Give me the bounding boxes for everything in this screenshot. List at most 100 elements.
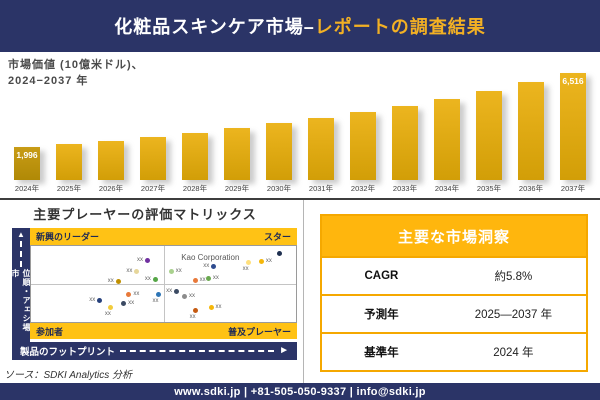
player-dot-label: xx bbox=[175, 267, 182, 274]
x-tick-label: 2028年 bbox=[182, 184, 208, 193]
player-dot: xx bbox=[190, 308, 198, 320]
player-dot-label: xx bbox=[203, 263, 210, 270]
player-dot: xx bbox=[182, 293, 195, 299]
player-dot-label: xx bbox=[128, 299, 135, 306]
bar-column: 2029年 bbox=[216, 52, 258, 198]
player-dot-label: xx bbox=[242, 265, 249, 272]
bar-2027年 bbox=[140, 137, 166, 180]
bar-column: 2033年 bbox=[384, 52, 426, 198]
bar-2037年: 6,516 bbox=[560, 73, 586, 180]
insight-row-label: CAGR bbox=[364, 270, 399, 282]
bar-chart-columns: 1,996 2024年 2025年 2026年 2027年 2028年 2029年 2030年… bbox=[6, 52, 594, 198]
player-dot: xx bbox=[121, 300, 134, 306]
bar-2025年 bbox=[56, 144, 82, 180]
y-axis-dashed-line bbox=[20, 241, 22, 267]
bar-column: 2036年 bbox=[510, 52, 552, 198]
insight-row-label: 基準年 bbox=[364, 347, 399, 359]
player-dot: xx bbox=[145, 276, 158, 283]
matrix-grid: 新興のリーダー スター xx xx xx xx xx xx Kao Corporation x… bbox=[30, 228, 297, 339]
insight-row-value: 2024 年 bbox=[493, 347, 534, 359]
x-tick-label: 2029年 bbox=[224, 184, 250, 193]
x-tick-label: 2026年 bbox=[98, 184, 124, 193]
chart-axis-label-line2: 2024−2037 年 bbox=[8, 74, 89, 87]
page-title-main: 化粧品スキンケア市場– bbox=[114, 17, 315, 37]
bar-2029年 bbox=[224, 128, 250, 180]
quadrant-label-emerging-leaders: 新興のリーダー bbox=[36, 232, 100, 242]
bar-2026年 bbox=[98, 141, 124, 180]
insight-row-value: 2025—2037 年 bbox=[474, 309, 553, 321]
player-dot-label: xx bbox=[199, 276, 206, 283]
player-dot: xx bbox=[126, 268, 140, 274]
y-axis-label: 位順・アェシ場市 bbox=[11, 269, 31, 332]
source-note: ソース：SDKI Analytics 分析 bbox=[4, 370, 133, 381]
player-dot: xx bbox=[126, 291, 139, 297]
chart-axis-label: 市場価値 (10億米ドル)、 2024−2037 年 bbox=[8, 58, 144, 90]
footer-bar: www.sdki.jp | +81-505-050-9337 | info@sd… bbox=[0, 383, 600, 400]
matrix-scatter-plot: xx xx xx xx xx xx Kao Corporation xx xx xx xx xx xx x… bbox=[30, 245, 297, 323]
market-insights-panel: 主要な市場洞察 CAGR 約5.8% 予測年 2025—2037 年基準年 2024 年 bbox=[304, 200, 600, 383]
player-dot-label: xx bbox=[144, 276, 151, 283]
player-dot: xx bbox=[89, 297, 103, 303]
bar-column: 1,996 2024年 bbox=[6, 52, 48, 198]
player-dot: xx bbox=[243, 259, 251, 272]
insight-row-value: 約5.8% bbox=[494, 271, 533, 283]
matrix-bottom-band: 参加者 普及プレーヤー bbox=[30, 323, 297, 339]
x-tick-label: 2034年 bbox=[434, 184, 460, 193]
player-dot: xx bbox=[168, 268, 182, 274]
player-dot: xx bbox=[258, 258, 272, 264]
player-dot bbox=[277, 250, 283, 256]
bar-2032年 bbox=[350, 112, 376, 180]
x-tick-label: 2031年 bbox=[308, 184, 334, 193]
bar-column: 2025年 bbox=[48, 52, 90, 198]
player-dot: xx bbox=[137, 257, 150, 264]
bar-column: 2032年 bbox=[342, 52, 384, 198]
footer-contact-text: www.sdki.jp | +81-505-050-9337 | info@sd… bbox=[174, 385, 426, 398]
title-bar: 化粧品スキンケア市場– レポートの調査結果 bbox=[0, 0, 600, 52]
insight-row: 基準年 2024 年 bbox=[322, 332, 586, 370]
bar-value-label: 1,996 bbox=[16, 150, 38, 160]
player-dot-label: xx bbox=[107, 277, 114, 284]
bar-2036年 bbox=[518, 82, 544, 180]
insight-row-label: 予測年 bbox=[364, 309, 399, 321]
matrix-top-band: 新興のリーダー スター bbox=[30, 228, 297, 245]
bar-column: 2031年 bbox=[300, 52, 342, 198]
x-axis-label: 製品のフットプリント bbox=[20, 347, 116, 358]
bar-column: 2030年 bbox=[258, 52, 300, 198]
bar-column: 2026年 bbox=[90, 52, 132, 198]
matrix-x-axis: 製品のフットプリント ► bbox=[12, 342, 297, 360]
x-tick-label: 2027年 bbox=[140, 184, 166, 193]
player-dot: xx bbox=[108, 278, 121, 284]
player-dot-label: xx bbox=[104, 311, 111, 318]
player-dot-label: xx bbox=[133, 290, 140, 297]
arrow-up-icon: ▲ bbox=[17, 230, 25, 239]
insight-row: CAGR 約5.8% bbox=[322, 256, 586, 294]
bar-2028年 bbox=[182, 133, 208, 180]
matrix-y-axis: ▲ 位順・アェシ場市 bbox=[11, 228, 31, 342]
x-tick-label: 2037年 bbox=[560, 184, 586, 193]
bar-value-label: 6,516 bbox=[562, 76, 584, 86]
bar-column: 2034年 bbox=[426, 52, 468, 198]
player-dot: xx bbox=[153, 291, 161, 304]
bar-2030年 bbox=[266, 123, 292, 180]
matrix: ▲ 位順・アェシ場市 新興のリーダー スター xx xx xx xx xx xx Kao C… bbox=[11, 228, 297, 360]
player-dot-label: xx bbox=[89, 296, 96, 303]
player-dot-label: xx bbox=[166, 288, 173, 295]
player-dot: xx bbox=[166, 288, 180, 295]
x-tick-label: 2024年 bbox=[14, 184, 40, 193]
section-divider-line bbox=[0, 198, 600, 200]
player-dot-label: xx bbox=[126, 267, 133, 274]
insight-row: 予測年 2025—2037 年 bbox=[322, 294, 586, 332]
x-tick-label: 2025年 bbox=[56, 184, 82, 193]
player-dot: xx bbox=[205, 275, 219, 282]
player-dot-label: xx bbox=[136, 257, 143, 264]
x-tick-label: 2030年 bbox=[266, 184, 292, 193]
insights-table-header: 主要な市場洞察 bbox=[322, 216, 586, 256]
market-value-bar-chart: 市場価値 (10億米ドル)、 2024−2037 年 1,996 2024年 202… bbox=[0, 52, 600, 198]
x-tick-label: 2036年 bbox=[518, 184, 544, 193]
bar-column: 2027年 bbox=[132, 52, 174, 198]
player-dot: xx bbox=[105, 305, 113, 317]
x-tick-label: 2035年 bbox=[476, 184, 502, 193]
insights-table: 主要な市場洞察 CAGR 約5.8% 予測年 2025—2037 年基準年 2024 年 bbox=[320, 214, 588, 372]
bar-2031年 bbox=[308, 118, 334, 180]
